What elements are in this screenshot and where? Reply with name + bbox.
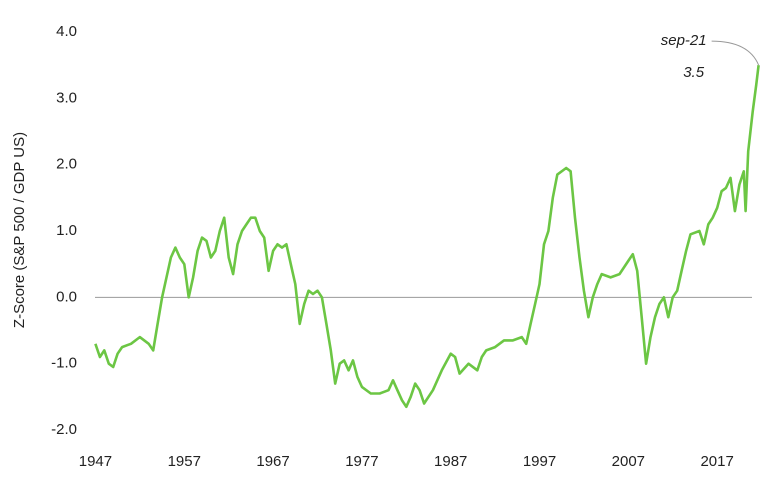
x-tick-label: 1947 <box>79 453 112 470</box>
x-tick-label: 1967 <box>256 453 289 470</box>
y-tick-label: -1.0 <box>51 355 77 372</box>
y-tick-label: 2.0 <box>56 156 77 173</box>
annotation-label: sep-21 <box>661 32 707 49</box>
y-tick-label: -2.0 <box>51 421 77 438</box>
data-line <box>94 65 760 409</box>
x-tick-label: 1987 <box>434 453 467 470</box>
y-tick-label: 0.0 <box>56 288 77 305</box>
x-tick-label: 2007 <box>612 453 645 470</box>
y-tick-label: 3.0 <box>56 89 77 106</box>
annotation-leader <box>711 40 760 66</box>
y-axis-label: Z-Score (S&P 500 / GDP US) <box>11 132 28 328</box>
x-tick-label: 2017 <box>700 453 733 470</box>
annotation-value: 3.5 <box>683 64 705 81</box>
x-tick-label: 1977 <box>345 453 378 470</box>
x-tick-label: 1997 <box>523 453 556 470</box>
y-tick-label: 1.0 <box>56 222 77 239</box>
x-tick-label: 1957 <box>168 453 201 470</box>
y-tick-label: 4.0 <box>56 23 77 40</box>
